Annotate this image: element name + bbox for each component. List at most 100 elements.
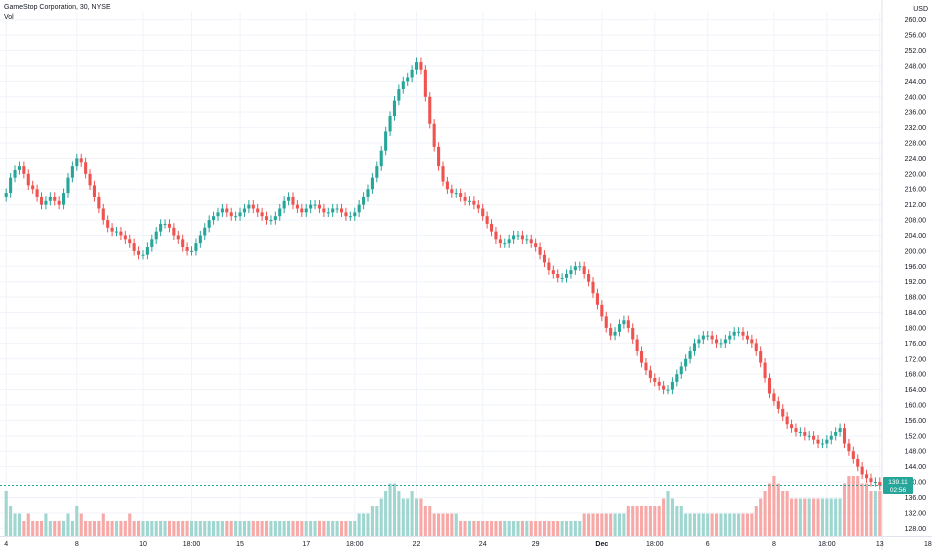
volume-bar <box>794 498 798 536</box>
candle-body <box>176 235 180 240</box>
candle-body <box>476 204 480 209</box>
candle-body <box>44 200 48 205</box>
current-price-value: 139.11 <box>888 479 908 486</box>
candle-body <box>309 204 313 209</box>
candle-body <box>101 208 105 221</box>
volume-bar <box>57 521 61 536</box>
volume-bar <box>339 521 344 536</box>
volume-bar <box>653 506 657 536</box>
volume-bar <box>564 521 569 536</box>
candle-body <box>39 196 44 205</box>
volume-bar <box>737 513 741 536</box>
volume-bar <box>392 483 397 536</box>
volume-bar <box>145 521 149 536</box>
candle-body <box>582 266 586 274</box>
currency-label[interactable]: USD <box>913 6 928 13</box>
candle-body <box>481 208 485 217</box>
candle-body <box>648 370 652 379</box>
volume-bar <box>604 513 608 536</box>
candle-body <box>198 235 202 244</box>
volume-bar <box>595 513 599 536</box>
volume-bar <box>441 513 445 536</box>
volume-bar <box>790 498 794 536</box>
candle-body <box>622 320 626 325</box>
volume-bar <box>70 521 74 536</box>
candle-body <box>194 243 198 251</box>
candle-body <box>512 235 516 240</box>
candle-body <box>35 189 39 197</box>
x-tick-label: 29 <box>532 541 540 548</box>
volume-bar <box>732 513 736 536</box>
volume-bar <box>516 521 520 536</box>
volume-bar <box>556 521 560 536</box>
candle-body <box>119 231 123 236</box>
y-tick-label: 164.00 <box>905 387 927 394</box>
volume-bar <box>498 521 502 536</box>
candle-body <box>114 231 119 233</box>
volume-bar <box>264 521 269 536</box>
candle-body <box>626 320 630 328</box>
candle-body <box>463 196 467 201</box>
candle-body <box>842 428 847 444</box>
candle-body <box>264 216 269 221</box>
candle-body <box>313 204 317 206</box>
y-tick-label: 228.00 <box>905 141 927 148</box>
volume-bar <box>692 513 697 536</box>
y-tick-label: 244.00 <box>905 79 927 86</box>
candle-body <box>675 374 679 382</box>
candle-body <box>542 254 547 263</box>
candle-body <box>62 193 66 205</box>
volume-label[interactable]: Vol <box>4 14 14 21</box>
volume-bar <box>123 521 127 536</box>
volume-bar <box>62 521 66 536</box>
volume-bar <box>728 513 732 536</box>
y-tick-label: 128.00 <box>905 526 927 533</box>
candle-body <box>507 239 511 244</box>
symbol-title[interactable]: GameStop Corporation, 30, NYSE <box>4 4 111 11</box>
price-axis[interactable]: 128.00 132.00 136.00 140.00 144.00 148.00 152.… <box>881 0 927 550</box>
volume-bar <box>688 513 692 536</box>
candle-body <box>701 335 705 340</box>
candle-body <box>229 212 233 217</box>
candle-body <box>216 212 220 217</box>
candle-body <box>445 181 449 190</box>
candle-body <box>662 385 666 390</box>
volume-bar <box>13 513 17 536</box>
candle-body <box>653 378 657 382</box>
volume-bar <box>414 498 419 536</box>
volume-bar <box>154 521 158 536</box>
volume-bar <box>428 506 432 536</box>
candle-body <box>300 208 304 213</box>
volume-bar <box>150 521 154 536</box>
volume-bar <box>547 521 551 536</box>
volume-bar <box>467 521 472 536</box>
volume-bar <box>304 521 308 536</box>
candle-body <box>57 200 61 205</box>
time-axis[interactable]: 4 8 10 18:00 15 17 18:00 22 24 29 Dec 18:00 6 8 18:00 1… <box>0 536 932 549</box>
candle-body <box>317 204 322 209</box>
candle-body <box>609 327 613 336</box>
candle-body <box>295 204 299 209</box>
candle-body <box>503 243 507 245</box>
candle-body <box>816 439 820 444</box>
candle-body <box>472 200 476 205</box>
candle-body <box>441 166 445 182</box>
volume-bar <box>507 521 511 536</box>
candle-body <box>357 204 361 213</box>
price-candles <box>4 57 882 491</box>
volume-bar <box>119 521 123 536</box>
volume-bar <box>825 498 829 536</box>
y-tick-label: 260.00 <box>905 17 927 24</box>
volume-bar <box>684 513 688 536</box>
candle-body <box>785 416 789 425</box>
candle-body <box>247 204 251 209</box>
volume-bar <box>207 521 211 536</box>
volume-bar <box>406 498 410 536</box>
candle-body <box>172 227 176 236</box>
candle-body <box>604 316 608 328</box>
x-tick-label: 18:00 <box>183 541 201 548</box>
candle-body <box>767 378 772 394</box>
candle-body <box>53 196 57 201</box>
candle-body <box>600 304 604 317</box>
